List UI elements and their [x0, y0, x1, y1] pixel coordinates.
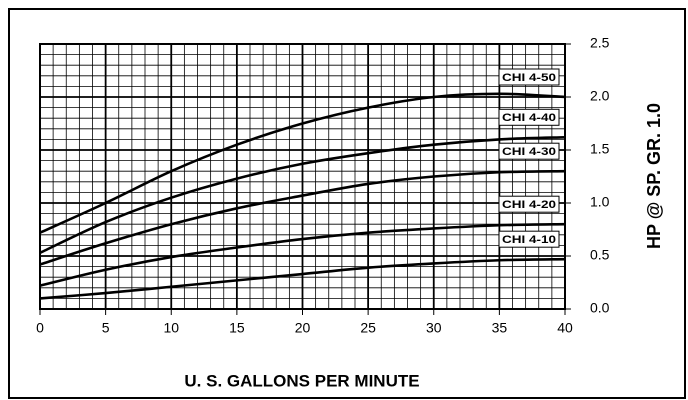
x-tick-label: 25	[360, 320, 376, 336]
curve	[39, 222, 566, 287]
x-axis-label: U. S. GALLONS PER MINUTE	[184, 371, 419, 390]
y-tick-label: 1.5	[590, 141, 610, 157]
series-label-text: CHI 4-10	[502, 234, 556, 246]
plot-border	[39, 43, 566, 310]
x-tick-label: 5	[102, 320, 110, 336]
x-tick-label: 0	[36, 320, 44, 336]
frame	[8, 8, 686, 399]
series-label: CHI 4-20	[498, 195, 560, 213]
label-box	[498, 195, 560, 213]
series-label-text: CHI 4-20	[502, 199, 556, 211]
curve	[39, 92, 566, 234]
x-tick-label: 10	[163, 320, 179, 336]
y-tick-label: 0.5	[590, 247, 610, 263]
y-tick-label: 1.0	[590, 194, 610, 210]
series-label-text: CHI 4-40	[502, 112, 556, 124]
y-tick-label: 0.0	[590, 300, 610, 316]
label-box	[498, 230, 560, 248]
x-tick-label: 30	[426, 320, 442, 336]
label-box	[498, 142, 560, 160]
curve	[39, 257, 566, 300]
series-label: CHI 4-40	[498, 108, 560, 126]
series-label-text: CHI 4-30	[502, 146, 556, 158]
series-label: CHI 4-30	[498, 142, 560, 160]
y-tick-label: 2.0	[590, 88, 610, 104]
label-box	[498, 68, 560, 86]
x-tick-label: 20	[295, 320, 311, 336]
x-tick-label: 35	[492, 320, 508, 336]
y-axis-label: HP @ SP. GR. 1.0	[644, 103, 664, 249]
label-box	[498, 108, 560, 126]
curve	[39, 169, 566, 266]
y-tick-label: 2.5	[590, 35, 610, 51]
series-label: CHI 4-10	[498, 230, 560, 248]
series-label: CHI 4-50	[498, 68, 560, 86]
x-tick-label: 40	[557, 320, 573, 336]
series-label-text: CHI 4-50	[502, 72, 556, 84]
x-tick-label: 15	[229, 320, 245, 336]
curve	[39, 135, 566, 254]
